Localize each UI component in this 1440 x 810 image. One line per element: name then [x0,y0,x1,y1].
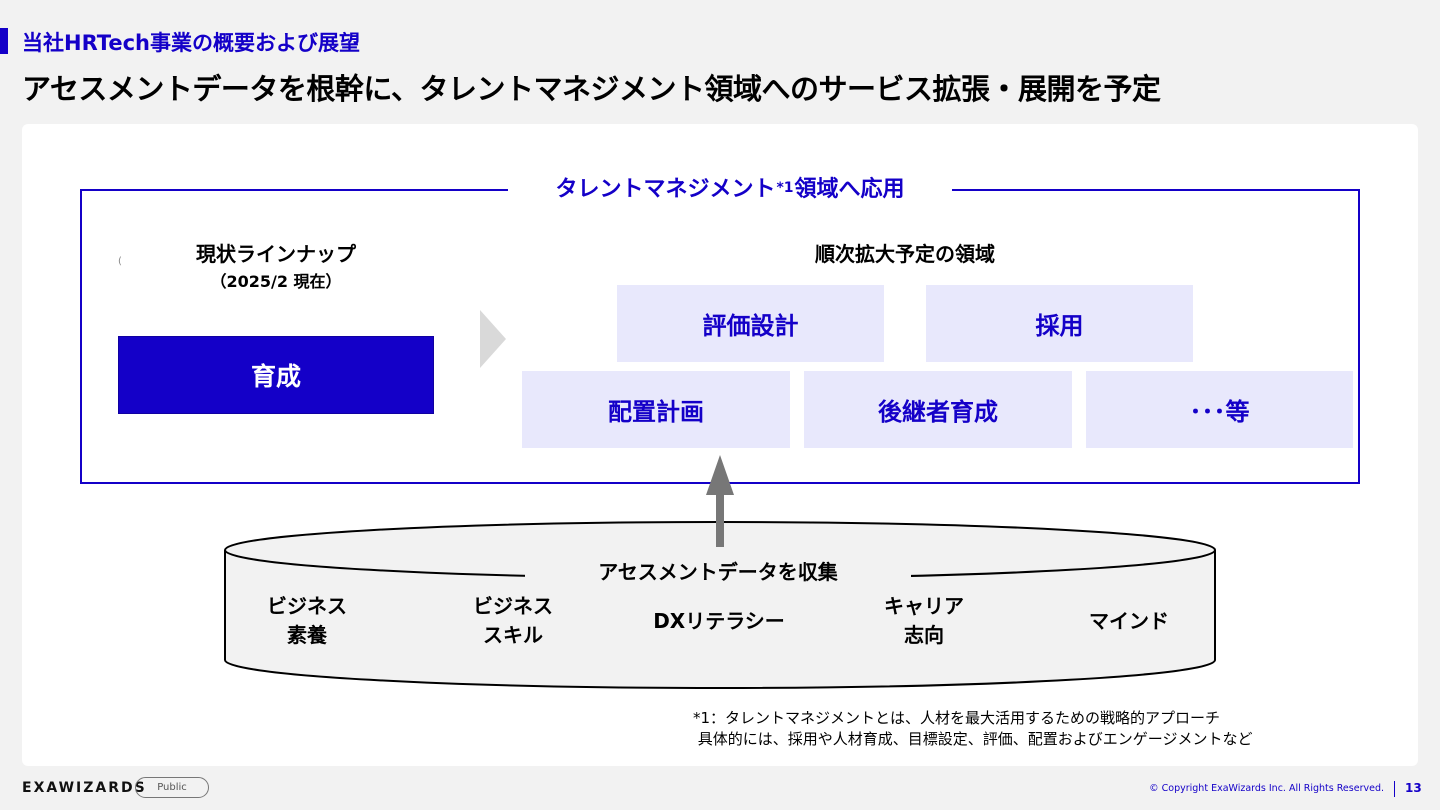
footer-divider [1394,781,1395,797]
current-lineup-title: 現状ラインナップ [196,242,356,266]
category-business-skill: ビジネス スキル [473,594,553,647]
frame-title: タレントマネジメント *1 領域へ応用 [508,170,952,204]
frame-title-suffix: 領域へ応用 [794,177,905,202]
frame-title-main: タレントマネジメント [555,177,776,202]
area-successor-development: 後継者育成 [804,371,1072,448]
area-evaluation-design: 評価設計 [617,285,884,362]
section-label: 当社HRTech事業の概要および展望 [22,31,360,55]
footnote: *1：タレントマネジメントとは、人材を最大活用するための戦略的アプローチ 具体的… [693,709,1253,748]
category-career-orientation: キャリア 志向 [884,594,964,647]
category-business-literacy: ビジネス 素養 [267,594,347,647]
area-recruitment: 採用 [926,285,1193,362]
chevron-right-icon [480,310,506,368]
category-dx-literacy: DXリテラシー [653,609,785,633]
section-accent-bar [0,28,8,54]
expansion-title: 順次拡大予定の領域 [815,242,995,266]
current-lineup-date: （2025/2 現在） [210,272,342,291]
classification-badge: Public [135,777,209,798]
company-logo: EXAWIZARDS [22,780,147,796]
stray-mark: ( [118,256,122,267]
copyright-notice: © Copyright ExaWizards Inc. All Rights R… [1149,783,1384,794]
arrow-up-icon [706,455,734,547]
area-placement-planning: 配置計画 [522,371,790,448]
frame-title-footnote-ref: *1 [776,180,794,196]
area-etc: ･･･等 [1086,371,1353,448]
data-collection-label: アセスメントデータを収集 [525,553,911,587]
slide-headline: アセスメントデータを根幹に、タレントマネジメント領域へのサービス拡張・展開を予定 [22,72,1161,106]
current-lineup-item: 育成 [118,336,434,414]
page-number: 13 [1405,781,1422,795]
category-mindset: マインド [1089,609,1169,633]
